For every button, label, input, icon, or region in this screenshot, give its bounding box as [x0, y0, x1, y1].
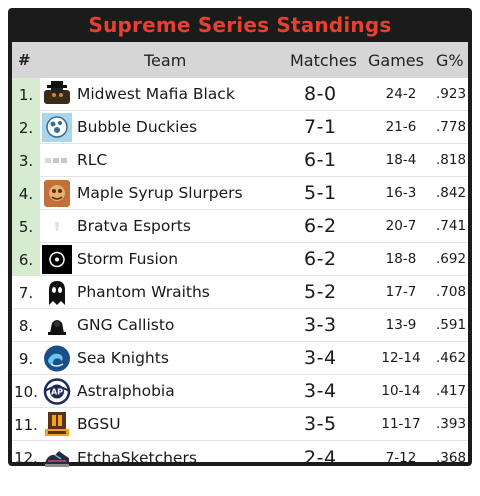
wave-logo-icon — [42, 344, 72, 373]
table-row: 12. EtchaSketchers 2-4 7-12 .368 — [12, 441, 468, 474]
games-cell: 21-6 — [385, 119, 417, 135]
gpct-cell: .741 — [436, 218, 467, 234]
team-name: Astralphobia — [77, 382, 175, 400]
gpct-cell: .591 — [436, 317, 467, 333]
table-row: 10. AP Astralphobia 3-4 10-14 .417 — [12, 375, 468, 408]
sneaker-logo-icon — [42, 443, 72, 472]
team-name: BGSU — [77, 415, 121, 433]
team-name: Midwest Mafia Black — [77, 85, 235, 103]
team-name: Phantom Wraiths — [77, 283, 210, 301]
matches-cell: 6-1 — [304, 149, 337, 171]
matches-cell: 7-1 — [304, 116, 337, 138]
gpct-cell: .778 — [436, 119, 467, 135]
table-row: 2. Bubble Duckies 7-1 21-6 .778 — [12, 111, 468, 144]
games-cell: 24-2 — [385, 86, 417, 102]
table-header: # Team Matches Games G% — [12, 42, 468, 78]
column-header-games: Games — [368, 50, 424, 70]
maple-logo-icon — [42, 179, 72, 208]
storm-logo-icon — [42, 245, 72, 274]
duck-logo-icon — [42, 113, 72, 142]
column-header-gpct: G% — [436, 50, 464, 70]
games-cell: 17-7 — [385, 284, 417, 300]
matches-cell: 8-0 — [304, 83, 337, 105]
matches-cell: 3-5 — [304, 413, 337, 435]
column-header-rank: # — [18, 51, 31, 69]
gpct-cell: .393 — [436, 416, 467, 432]
table-row: 3. RLC 6-1 18-4 .818 — [12, 144, 468, 177]
team-name: Sea Knights — [77, 349, 169, 367]
games-cell: 16-3 — [385, 185, 417, 201]
team-name: Bubble Duckies — [77, 118, 198, 136]
gpct-cell: .692 — [436, 251, 467, 267]
team-name: RLC — [77, 151, 108, 169]
matches-cell: 3-4 — [304, 380, 337, 402]
team-name: Bratva Esports — [77, 217, 191, 235]
rank-cell: 2. — [12, 111, 40, 144]
bratva-logo-icon — [42, 212, 72, 241]
astral-logo-icon: AP — [42, 377, 72, 406]
rlc-logo-icon — [42, 146, 72, 175]
team-name: Storm Fusion — [77, 250, 179, 268]
rank-cell: 7. — [18, 283, 34, 302]
table-row: 8. GNG Callisto 3-3 13-9 .591 — [12, 309, 468, 342]
rank-cell: 10. — [14, 382, 38, 401]
games-cell: 11-17 — [381, 416, 421, 432]
games-cell: 13-9 — [385, 317, 417, 333]
team-name: Maple Syrup Slurpers — [77, 184, 243, 202]
rank-cell: 11. — [14, 415, 38, 434]
matches-cell: 3-4 — [304, 347, 337, 369]
table-row: 7. Phantom Wraiths 5-2 17-7 .708 — [12, 276, 468, 309]
page-title: Supreme Series Standings — [88, 13, 392, 37]
ghost-logo-icon — [42, 278, 72, 307]
table-row: 6. Storm Fusion 6-2 18-8 .692 — [12, 243, 468, 276]
team-name: EtchaSketchers — [77, 448, 197, 467]
table-row: 5. Bratva Esports 6-2 20-7 .741 — [12, 210, 468, 243]
standings-card: Supreme Series Standings # Team Matches … — [8, 8, 472, 469]
matches-cell: 6-2 — [304, 215, 337, 237]
rank-cell: 8. — [18, 316, 34, 335]
gpct-cell: .842 — [436, 185, 467, 201]
rank-cell: 5. — [12, 210, 40, 243]
column-header-team: Team — [144, 50, 187, 70]
table-row: 1. Midwest Mafia Black 8-0 24-2 .923 — [12, 78, 468, 111]
games-cell: 10-14 — [381, 383, 421, 399]
matches-cell: 3-3 — [304, 314, 337, 336]
gpct-cell: .462 — [436, 350, 467, 366]
rank-cell: 12. — [14, 448, 38, 467]
games-cell: 7-12 — [385, 449, 417, 466]
gpct-cell: .818 — [436, 152, 467, 168]
gpct-cell: .368 — [436, 449, 467, 466]
gpct-cell: .708 — [436, 284, 467, 300]
matches-cell: 2-4 — [304, 446, 337, 469]
games-cell: 12-14 — [381, 350, 421, 366]
matches-cell: 5-2 — [304, 281, 337, 303]
matches-cell: 6-2 — [304, 248, 337, 270]
rank-cell: 3. — [12, 144, 40, 177]
games-cell: 20-7 — [385, 218, 417, 234]
gng-logo-icon — [42, 311, 72, 340]
column-header-matches: Matches — [290, 50, 357, 70]
svg-text:AP: AP — [51, 388, 63, 397]
rank-cell: 9. — [18, 349, 34, 368]
gpct-cell: .417 — [436, 383, 467, 399]
games-cell: 18-8 — [385, 251, 417, 267]
rank-cell: 6. — [12, 243, 40, 276]
table-row: 11. BGSU 3-5 11-17 .393 — [12, 408, 468, 441]
standings-table: 1. Midwest Mafia Black 8-0 24-2 .923 2. … — [12, 78, 468, 469]
team-name: GNG Callisto — [77, 316, 175, 334]
matches-cell: 5-1 — [304, 182, 337, 204]
rank-cell: 1. — [12, 78, 40, 111]
table-row: 4. Maple Syrup Slurpers 5-1 16-3 .842 — [12, 177, 468, 210]
rank-cell: 4. — [12, 177, 40, 210]
gpct-cell: .923 — [436, 86, 467, 102]
table-row: 9. Sea Knights 3-4 12-14 .462 — [12, 342, 468, 375]
games-cell: 18-4 — [385, 152, 417, 168]
bgsu-logo-icon — [42, 410, 72, 439]
mafia-logo-icon — [42, 80, 72, 109]
